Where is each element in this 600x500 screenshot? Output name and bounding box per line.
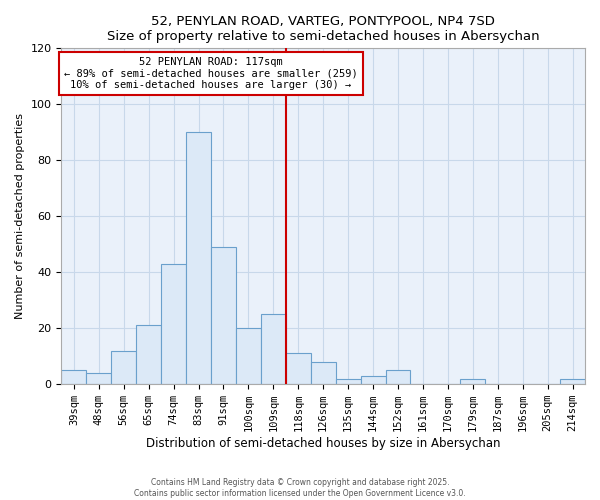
Text: 52 PENYLAN ROAD: 117sqm
← 89% of semi-detached houses are smaller (259)
10% of s: 52 PENYLAN ROAD: 117sqm ← 89% of semi-de… (64, 56, 358, 90)
Bar (161, 264, 186, 384)
Bar (361, 376, 386, 384)
Bar (211, 247, 236, 384)
Bar (136, 326, 161, 384)
Bar (311, 362, 335, 384)
Bar (335, 378, 361, 384)
Bar (111, 350, 136, 384)
Bar (186, 132, 211, 384)
Bar (286, 354, 311, 384)
Y-axis label: Number of semi-detached properties: Number of semi-detached properties (15, 114, 25, 320)
Title: 52, PENYLAN ROAD, VARTEG, PONTYPOOL, NP4 7SD
Size of property relative to semi-d: 52, PENYLAN ROAD, VARTEG, PONTYPOOL, NP4… (107, 15, 539, 43)
Bar (236, 328, 261, 384)
Bar (386, 370, 410, 384)
Bar (86, 373, 111, 384)
X-axis label: Distribution of semi-detached houses by size in Abersychan: Distribution of semi-detached houses by … (146, 437, 500, 450)
Text: Contains HM Land Registry data © Crown copyright and database right 2025.
Contai: Contains HM Land Registry data © Crown c… (134, 478, 466, 498)
Bar (560, 378, 585, 384)
Bar (460, 378, 485, 384)
Bar (261, 314, 286, 384)
Bar (61, 370, 86, 384)
